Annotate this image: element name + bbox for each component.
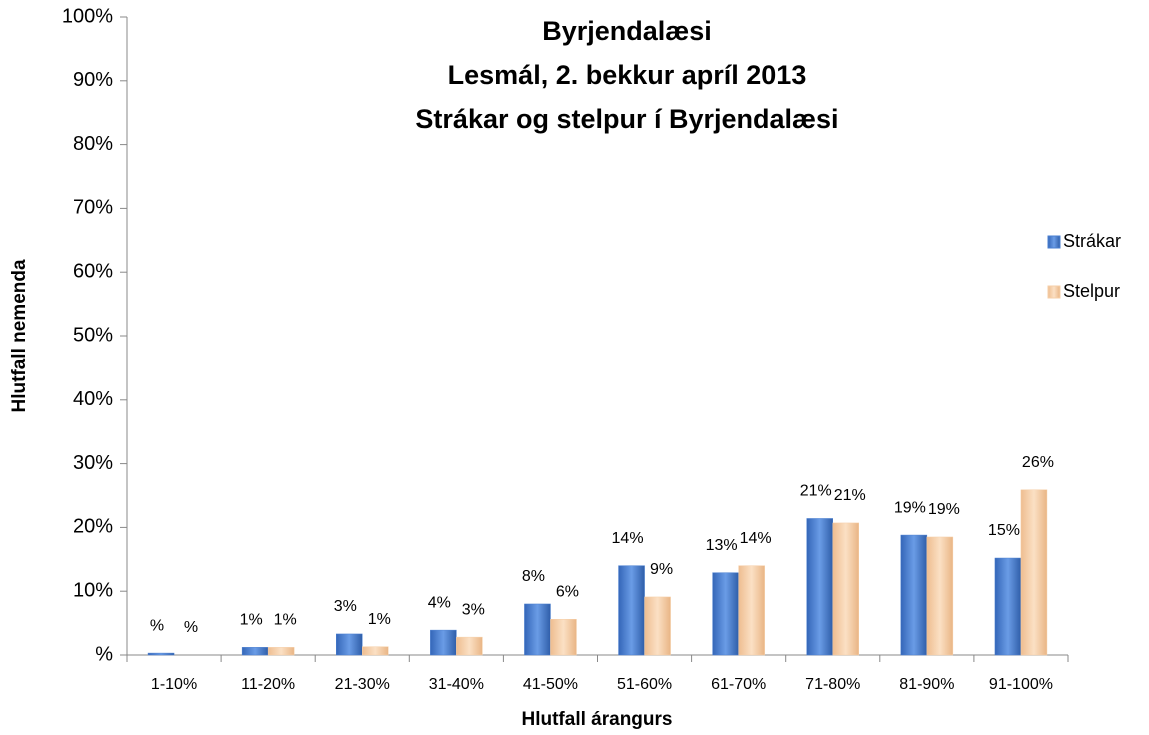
x-tick-label: 41-50% bbox=[523, 676, 578, 693]
bar bbox=[241, 647, 269, 656]
bar bbox=[644, 596, 671, 656]
bar bbox=[430, 629, 457, 656]
bar bbox=[456, 636, 483, 656]
value-label: 8% bbox=[522, 568, 545, 585]
x-tick-label: 21-30% bbox=[335, 676, 390, 693]
legend-swatch bbox=[1047, 235, 1061, 249]
chart-title: Lesmál, 2. bekkur apríl 2013 bbox=[448, 60, 807, 90]
value-label: 19% bbox=[928, 501, 960, 518]
value-label: 14% bbox=[612, 530, 644, 547]
x-tick-label: 51-60% bbox=[617, 676, 672, 693]
legend-swatch bbox=[1047, 285, 1061, 299]
value-label: 1% bbox=[274, 612, 297, 629]
x-tick-label: 1-10% bbox=[151, 676, 197, 693]
x-tick-label: 61-70% bbox=[711, 676, 766, 693]
bar bbox=[362, 646, 389, 656]
chart-title: Strákar og stelpur í Byrjendalæsi bbox=[415, 104, 838, 134]
bar bbox=[832, 522, 859, 656]
y-tick-label: 70% bbox=[73, 197, 113, 219]
y-tick-label: 90% bbox=[73, 69, 113, 91]
value-label: 19% bbox=[894, 499, 926, 516]
value-label: 3% bbox=[462, 601, 485, 618]
bar bbox=[712, 572, 739, 656]
bar bbox=[336, 633, 363, 656]
chart-title: Byrjendalæsi bbox=[542, 16, 712, 46]
bar bbox=[738, 565, 765, 656]
bar bbox=[994, 557, 1022, 656]
bar bbox=[267, 647, 295, 656]
value-label: 4% bbox=[428, 594, 451, 611]
y-tick-label: 10% bbox=[73, 579, 113, 601]
value-label: 21% bbox=[834, 487, 866, 504]
y-tick-label: 30% bbox=[73, 452, 113, 474]
x-tick-label: 91-100% bbox=[989, 676, 1053, 693]
bar bbox=[806, 518, 833, 656]
x-tick-label: 11-20% bbox=[241, 676, 295, 693]
y-tick-label: 40% bbox=[73, 388, 113, 410]
value-label: 1% bbox=[240, 612, 263, 629]
value-label: 9% bbox=[650, 561, 673, 578]
y-tick-label: 20% bbox=[73, 516, 113, 538]
bar bbox=[524, 603, 551, 656]
legend-label: Stelpur bbox=[1063, 281, 1120, 301]
value-label: 6% bbox=[556, 583, 579, 600]
x-axis-title: Hlutfall árangurs bbox=[522, 709, 673, 730]
bar bbox=[618, 565, 645, 656]
bar bbox=[1020, 489, 1048, 656]
x-tick-label: 81-90% bbox=[899, 676, 954, 693]
bar bbox=[926, 536, 954, 656]
x-tick-label: 31-40% bbox=[429, 676, 484, 693]
value-label: 13% bbox=[706, 537, 738, 554]
x-tick-label: 71-80% bbox=[805, 676, 860, 693]
y-tick-label: 50% bbox=[73, 324, 113, 346]
value-label: 14% bbox=[740, 530, 772, 547]
value-label: % bbox=[184, 619, 198, 636]
bar bbox=[900, 534, 928, 656]
y-tick-label: 80% bbox=[73, 133, 113, 155]
y-tick-label: % bbox=[95, 643, 113, 665]
y-tick-label: 100% bbox=[62, 5, 113, 27]
value-label: 26% bbox=[1022, 454, 1054, 471]
value-label: 21% bbox=[800, 483, 832, 500]
y-axis-title: Hlutfall nemenda bbox=[9, 259, 30, 413]
bar bbox=[550, 619, 577, 656]
y-tick-label: 60% bbox=[73, 260, 113, 282]
bar bbox=[147, 652, 175, 656]
value-label: % bbox=[150, 617, 164, 634]
value-label: 3% bbox=[334, 598, 357, 615]
value-label: 15% bbox=[988, 522, 1020, 539]
legend-label: Strákar bbox=[1063, 231, 1121, 251]
value-label: 1% bbox=[368, 611, 391, 628]
